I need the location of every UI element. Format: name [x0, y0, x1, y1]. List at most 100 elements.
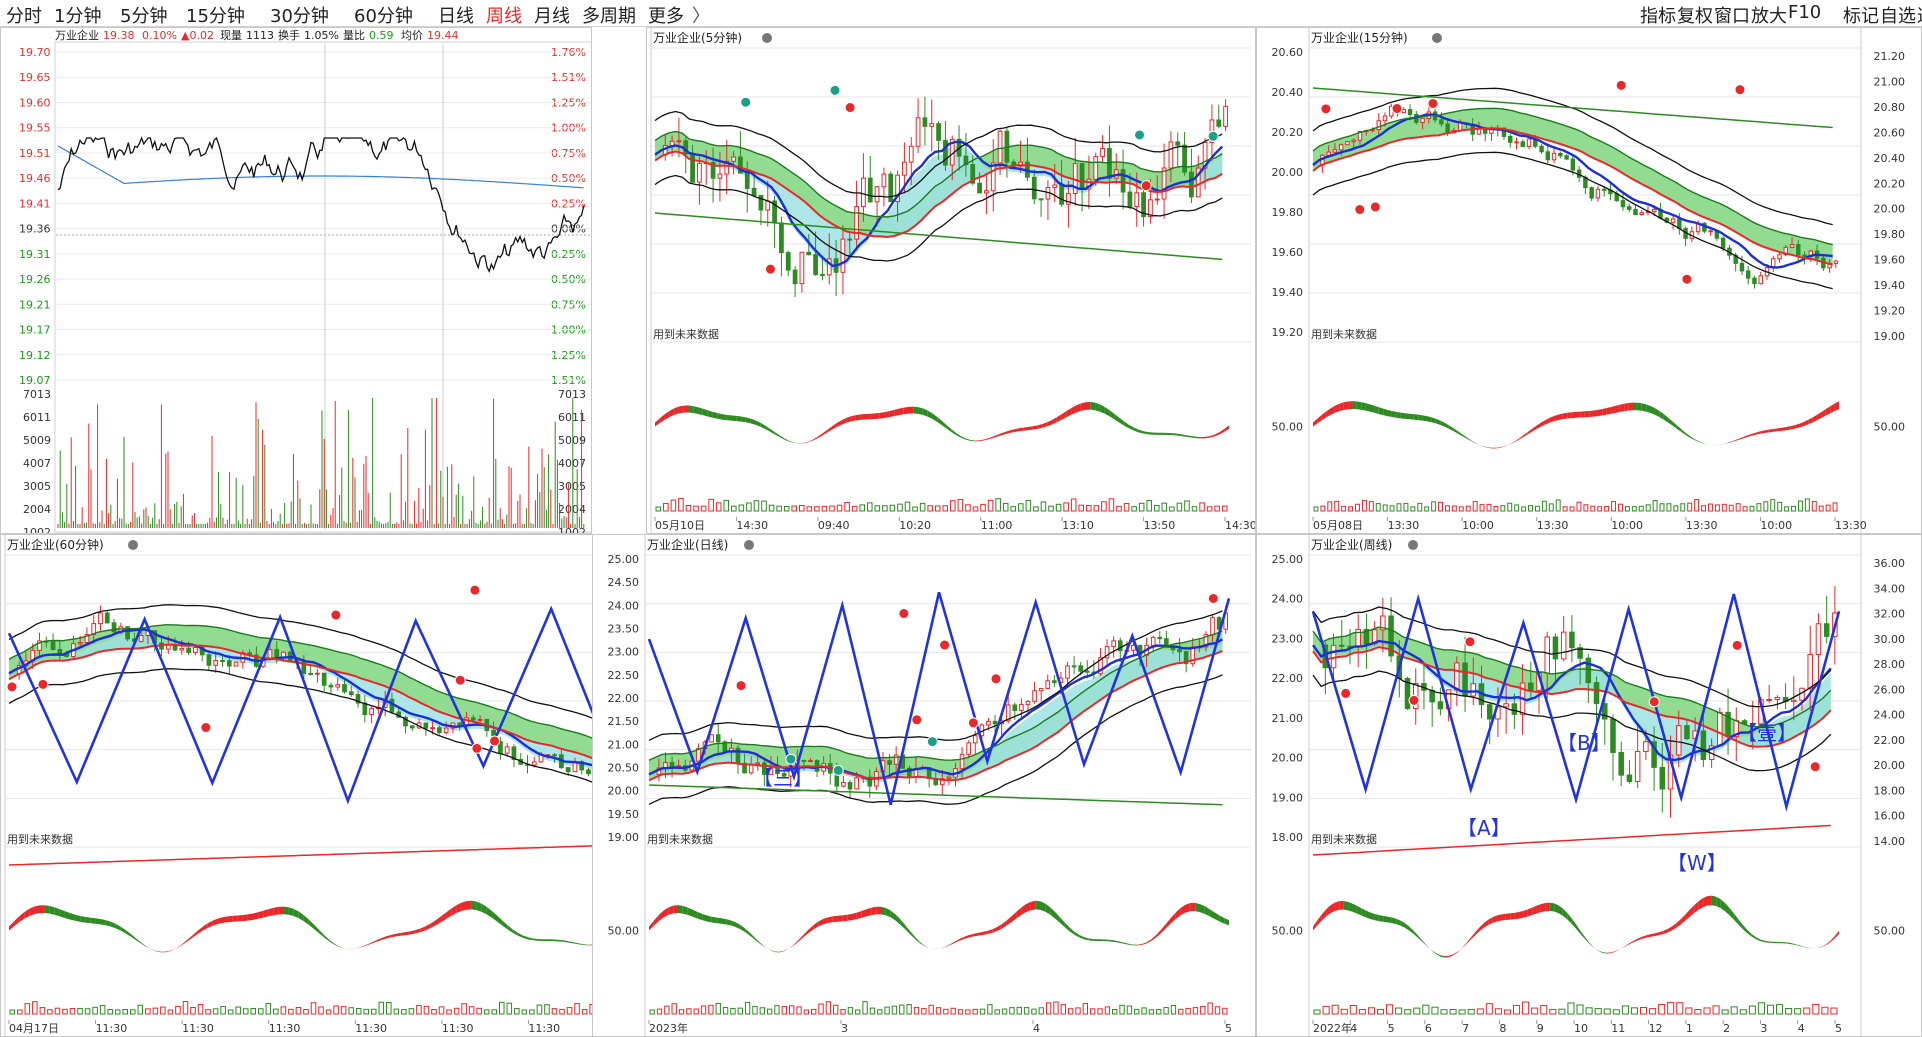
- oscillator-segment: [1117, 941, 1123, 944]
- oscillator-segment: [865, 413, 871, 420]
- oscillator-segment: [151, 949, 157, 952]
- kline-panel-m5[interactable]: 万业企业(5分钟) 用到未来数据 05月10日 14:30 09:40 10:20 11:0…: [646, 27, 1256, 534]
- oscillator-segment: [961, 436, 966, 440]
- settings-gear-icon[interactable]: [128, 540, 138, 550]
- settings-gear-icon[interactable]: [1432, 33, 1442, 43]
- period-tab[interactable]: 多周期: [582, 6, 636, 27]
- settings-gear-icon[interactable]: [762, 33, 772, 43]
- price-tick: 19.26: [19, 273, 51, 286]
- toolbar-action[interactable]: 放大: [1751, 6, 1787, 27]
- oscillator-segment: [563, 940, 569, 943]
- oscillator-segment: [258, 910, 264, 919]
- settings-gear-icon[interactable]: [1408, 540, 1418, 550]
- time-tick: 10:00: [1462, 519, 1494, 532]
- signal-bar: [1534, 505, 1540, 512]
- period-tab[interactable]: 日线: [438, 6, 474, 27]
- kline-panel-m60[interactable]: 万业企业(60分钟) 用到未来数据 04月17日 11:30 11:30 11:30 11:…: [0, 534, 646, 1037]
- header-ratio: 0.59: [369, 29, 394, 42]
- signal-bar: [1138, 502, 1145, 512]
- oscillator-segment: [894, 408, 899, 417]
- header-chg: ▲0.02: [181, 29, 214, 42]
- period-tab[interactable]: 15分钟: [186, 6, 245, 27]
- candle-up: [1098, 657, 1103, 675]
- candle-up: [874, 186, 880, 203]
- oscillator-segment: [682, 905, 688, 915]
- header-ratio-label: 量比: [343, 29, 365, 42]
- signal-bar: [1735, 503, 1741, 512]
- oscillator-segment: [1166, 432, 1172, 436]
- toolbar-action[interactable]: 窗口: [1714, 6, 1750, 27]
- signal-marker: [1615, 79, 1627, 91]
- period-tab[interactable]: 30分钟: [270, 6, 329, 27]
- header-pct: 0.10%: [142, 29, 177, 42]
- header-name: 万业企业: [55, 28, 99, 42]
- candle-up: [267, 649, 273, 659]
- period-tab[interactable]: 周线: [486, 6, 522, 27]
- candle-up: [966, 742, 971, 755]
- price-tick: 22.50: [608, 669, 640, 682]
- oscillator-segment: [481, 903, 487, 915]
- intraday-panel[interactable]: 万业企业 19.38 0.10% ▲0.02 现量 1113 换手 1.05% 量比 0.59 均价…: [0, 27, 592, 534]
- period-tab[interactable]: 分时: [6, 6, 42, 27]
- candle-up: [972, 735, 978, 744]
- oscillator-segment: [573, 942, 579, 945]
- ma-green: [1312, 626, 1832, 728]
- oscillator-segment: [1479, 444, 1484, 447]
- oscillator-segment: [1703, 896, 1708, 908]
- header-turnover: 1.05%: [304, 29, 339, 42]
- candle-down: [1539, 145, 1544, 153]
- oscillator-segment: [1729, 440, 1734, 443]
- more-chevron-icon[interactable]: 〉: [692, 6, 710, 27]
- oscillator-segment: [905, 924, 910, 935]
- oscillator-segment: [852, 912, 857, 921]
- oscillator-segment: [1409, 413, 1414, 420]
- signal-bar: [731, 505, 737, 512]
- period-tab[interactable]: 5分钟: [120, 6, 168, 27]
- oscillator-segment: [1369, 404, 1375, 413]
- oscillator-segment: [1435, 952, 1441, 957]
- period-tab[interactable]: 月线: [534, 6, 570, 27]
- signal-bar: [1146, 500, 1152, 512]
- candle-up: [193, 646, 198, 653]
- toolbar-action[interactable]: 指标: [1640, 6, 1676, 27]
- oscillator-segment: [1080, 402, 1086, 411]
- signal-bar: [1797, 500, 1803, 512]
- signal-bar: [1583, 504, 1589, 512]
- toolbar-action[interactable]: F10: [1788, 2, 1822, 23]
- candle-up: [854, 777, 859, 790]
- toolbar-action[interactable]: 返回: [1917, 2, 1922, 28]
- toolbar-action[interactable]: 标记: [1843, 6, 1879, 27]
- oscillator-segment: [1540, 902, 1546, 913]
- oscillator-segment: [1479, 923, 1484, 932]
- kline-panel-day[interactable]: 万业企业(日线) 25.00 24.50 24.00 23.50 23.00 22.50 22…: [592, 534, 1256, 1037]
- candle-down: [1823, 623, 1830, 637]
- period-tab[interactable]: 60分钟: [354, 6, 413, 27]
- oscillator-segment: [1069, 927, 1075, 935]
- plot-frame: [54, 41, 591, 533]
- oscillator-segment: [1632, 938, 1638, 943]
- kline-panel-m15[interactable]: 万业企业(15分钟) 20.60 20.40 20.20 20.00 19.80 19.60…: [1256, 27, 1922, 534]
- kline-panel-week[interactable]: 万业企业(周线) 25.00 24.00 23.00 22.00 21.00 20.00 19…: [1256, 534, 1922, 1037]
- oscillator-segment: [1584, 410, 1590, 418]
- signal-bar: [1060, 1004, 1066, 1015]
- signal-bar: [1485, 1003, 1493, 1015]
- toolbar-action[interactable]: 自选: [1880, 6, 1916, 27]
- settings-gear-icon[interactable]: [744, 540, 754, 550]
- oscillator-segment: [884, 411, 890, 418]
- signal-bar: [499, 1001, 505, 1015]
- oscillator-segment: [716, 917, 722, 924]
- oscillator-segment: [903, 406, 909, 415]
- signal-bar: [529, 1009, 535, 1015]
- oscillator-segment: [980, 439, 986, 442]
- period-tab[interactable]: 1分钟: [54, 6, 102, 27]
- oscillator-segment: [1720, 443, 1726, 445]
- candle-down: [1796, 243, 1801, 256]
- time-tick: 11:30: [182, 1022, 214, 1035]
- signal-bar: [453, 1007, 460, 1015]
- oscillator-segment: [1641, 403, 1647, 412]
- period-tab[interactable]: 更多: [648, 6, 684, 27]
- candle-up: [946, 776, 952, 780]
- candle-down: [1520, 141, 1525, 147]
- toolbar-action[interactable]: 复权: [1677, 6, 1713, 27]
- time-tick: 10:00: [1611, 519, 1643, 532]
